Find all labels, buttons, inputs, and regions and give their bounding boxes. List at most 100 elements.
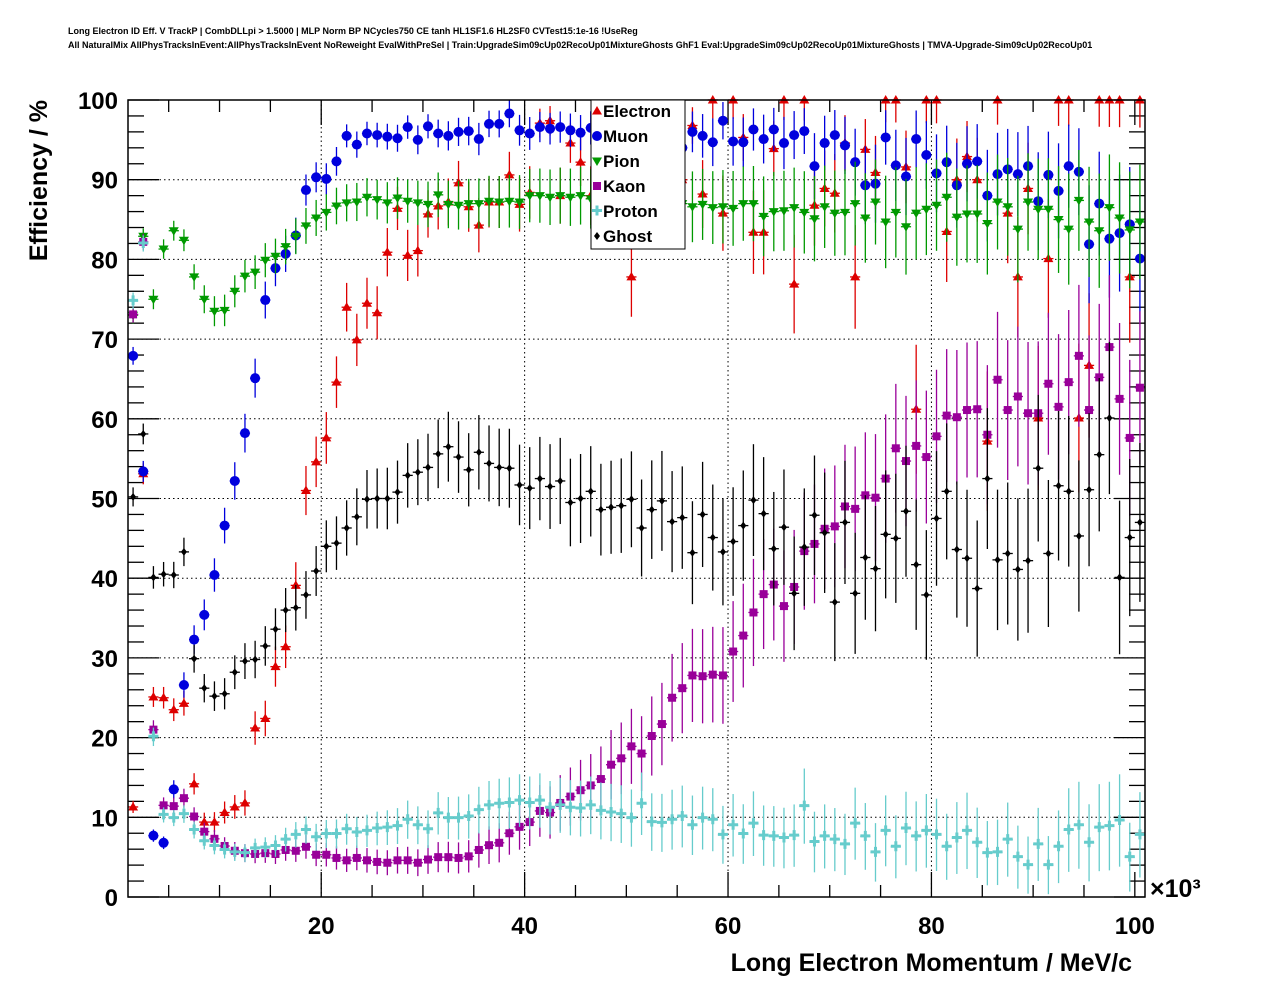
muon-marker: [392, 133, 403, 144]
pion-point: [972, 165, 983, 263]
pion-point: [412, 180, 423, 225]
muon-marker: [534, 122, 545, 133]
proton-marker: [1033, 838, 1044, 849]
muon-point: [351, 131, 362, 158]
proton-point: [789, 804, 800, 867]
ghost-marker: [323, 542, 330, 551]
muon-marker: [778, 138, 789, 149]
muon-marker: [758, 134, 769, 145]
proton-marker: [575, 803, 586, 814]
pion-marker: [300, 222, 311, 231]
proton-point: [514, 774, 525, 827]
pion-point: [331, 187, 342, 225]
proton-point: [585, 776, 596, 835]
electron-point: [382, 228, 393, 277]
ghost-marker: [689, 548, 696, 557]
pion-marker: [962, 210, 973, 219]
proton-point: [239, 844, 251, 863]
proton-point: [341, 813, 352, 845]
kaon-point: [677, 643, 688, 734]
ghost-marker: [852, 589, 859, 598]
ghost-point: [392, 460, 403, 524]
legend-label-kaon: Kaon: [603, 177, 646, 196]
x-tick-label: 20: [308, 913, 335, 940]
proton-marker: [423, 823, 434, 834]
kaon-point: [921, 390, 932, 524]
proton-marker: [972, 837, 983, 848]
ghost-point: [412, 439, 423, 506]
ghost-marker: [231, 668, 238, 677]
data-points: [128, 95, 1145, 895]
ghost-point: [1053, 411, 1064, 561]
pion-marker: [829, 209, 840, 219]
series-kaon: [128, 233, 1145, 877]
ghost-point: [483, 425, 495, 502]
pion-point: [422, 181, 434, 228]
kaon-point: [453, 842, 464, 874]
muon-point: [565, 113, 576, 148]
ghost-marker: [1045, 549, 1052, 558]
proton-marker: [524, 797, 535, 808]
ghost-marker: [709, 533, 716, 542]
kaon-marker: [1135, 383, 1144, 392]
ghost-marker: [638, 523, 645, 532]
proton-marker: [514, 795, 525, 806]
muon-marker: [748, 124, 759, 135]
ghost-point: [1002, 482, 1013, 625]
muon-point: [504, 100, 515, 128]
pion-marker: [453, 201, 464, 211]
proton-marker: [290, 829, 301, 840]
proton-point: [138, 235, 149, 252]
muon-marker: [178, 679, 189, 690]
x-tick-label: 100: [1115, 913, 1155, 940]
pion-point: [900, 178, 912, 275]
x-tick-label: 40: [511, 913, 538, 940]
electron-point: [351, 313, 362, 367]
pion-point: [829, 170, 840, 256]
muon-marker: [707, 137, 718, 148]
electron-marker: [311, 456, 322, 466]
ghost-point: [1022, 488, 1034, 633]
proton-point: [504, 777, 515, 829]
pion-marker: [880, 218, 891, 227]
electron-point: [331, 356, 342, 408]
pion-marker: [819, 203, 830, 212]
muon-point: [789, 111, 800, 160]
ghost-point: [677, 466, 688, 569]
ghost-marker: [1116, 573, 1123, 582]
kaon-marker: [169, 802, 178, 811]
pion-marker: [707, 204, 718, 213]
kaon-marker: [383, 858, 392, 867]
pion-point: [819, 165, 830, 248]
proton-point: [809, 811, 820, 873]
pion-marker: [901, 223, 912, 232]
muon-marker: [361, 128, 372, 139]
proton-marker: [931, 829, 942, 840]
ghost-marker: [587, 487, 594, 496]
pion-point: [768, 171, 779, 252]
pion-point: [697, 168, 708, 240]
proton-point: [351, 816, 362, 848]
kaon-marker: [159, 801, 168, 810]
pion-marker: [931, 201, 942, 211]
pion-marker: [982, 220, 993, 229]
proton-marker: [697, 812, 708, 823]
electron-point: [728, 95, 739, 119]
pion-point: [514, 175, 525, 229]
proton-marker: [494, 798, 505, 809]
pion-point: [392, 177, 403, 219]
legend-label-pion: Pion: [603, 152, 640, 171]
proton-point: [667, 789, 678, 850]
proton-point: [605, 783, 617, 842]
ghost-point: [280, 588, 291, 633]
muon-point: [483, 110, 495, 138]
ghost-marker: [740, 521, 747, 530]
ghost-marker: [1035, 464, 1042, 473]
pion-point: [880, 175, 891, 269]
ghost-point: [1094, 377, 1105, 532]
pion-point: [1134, 164, 1145, 280]
muon-marker: [901, 171, 912, 182]
muon-point: [524, 117, 535, 150]
kaon-marker: [891, 444, 900, 453]
muon-point: [453, 117, 464, 146]
